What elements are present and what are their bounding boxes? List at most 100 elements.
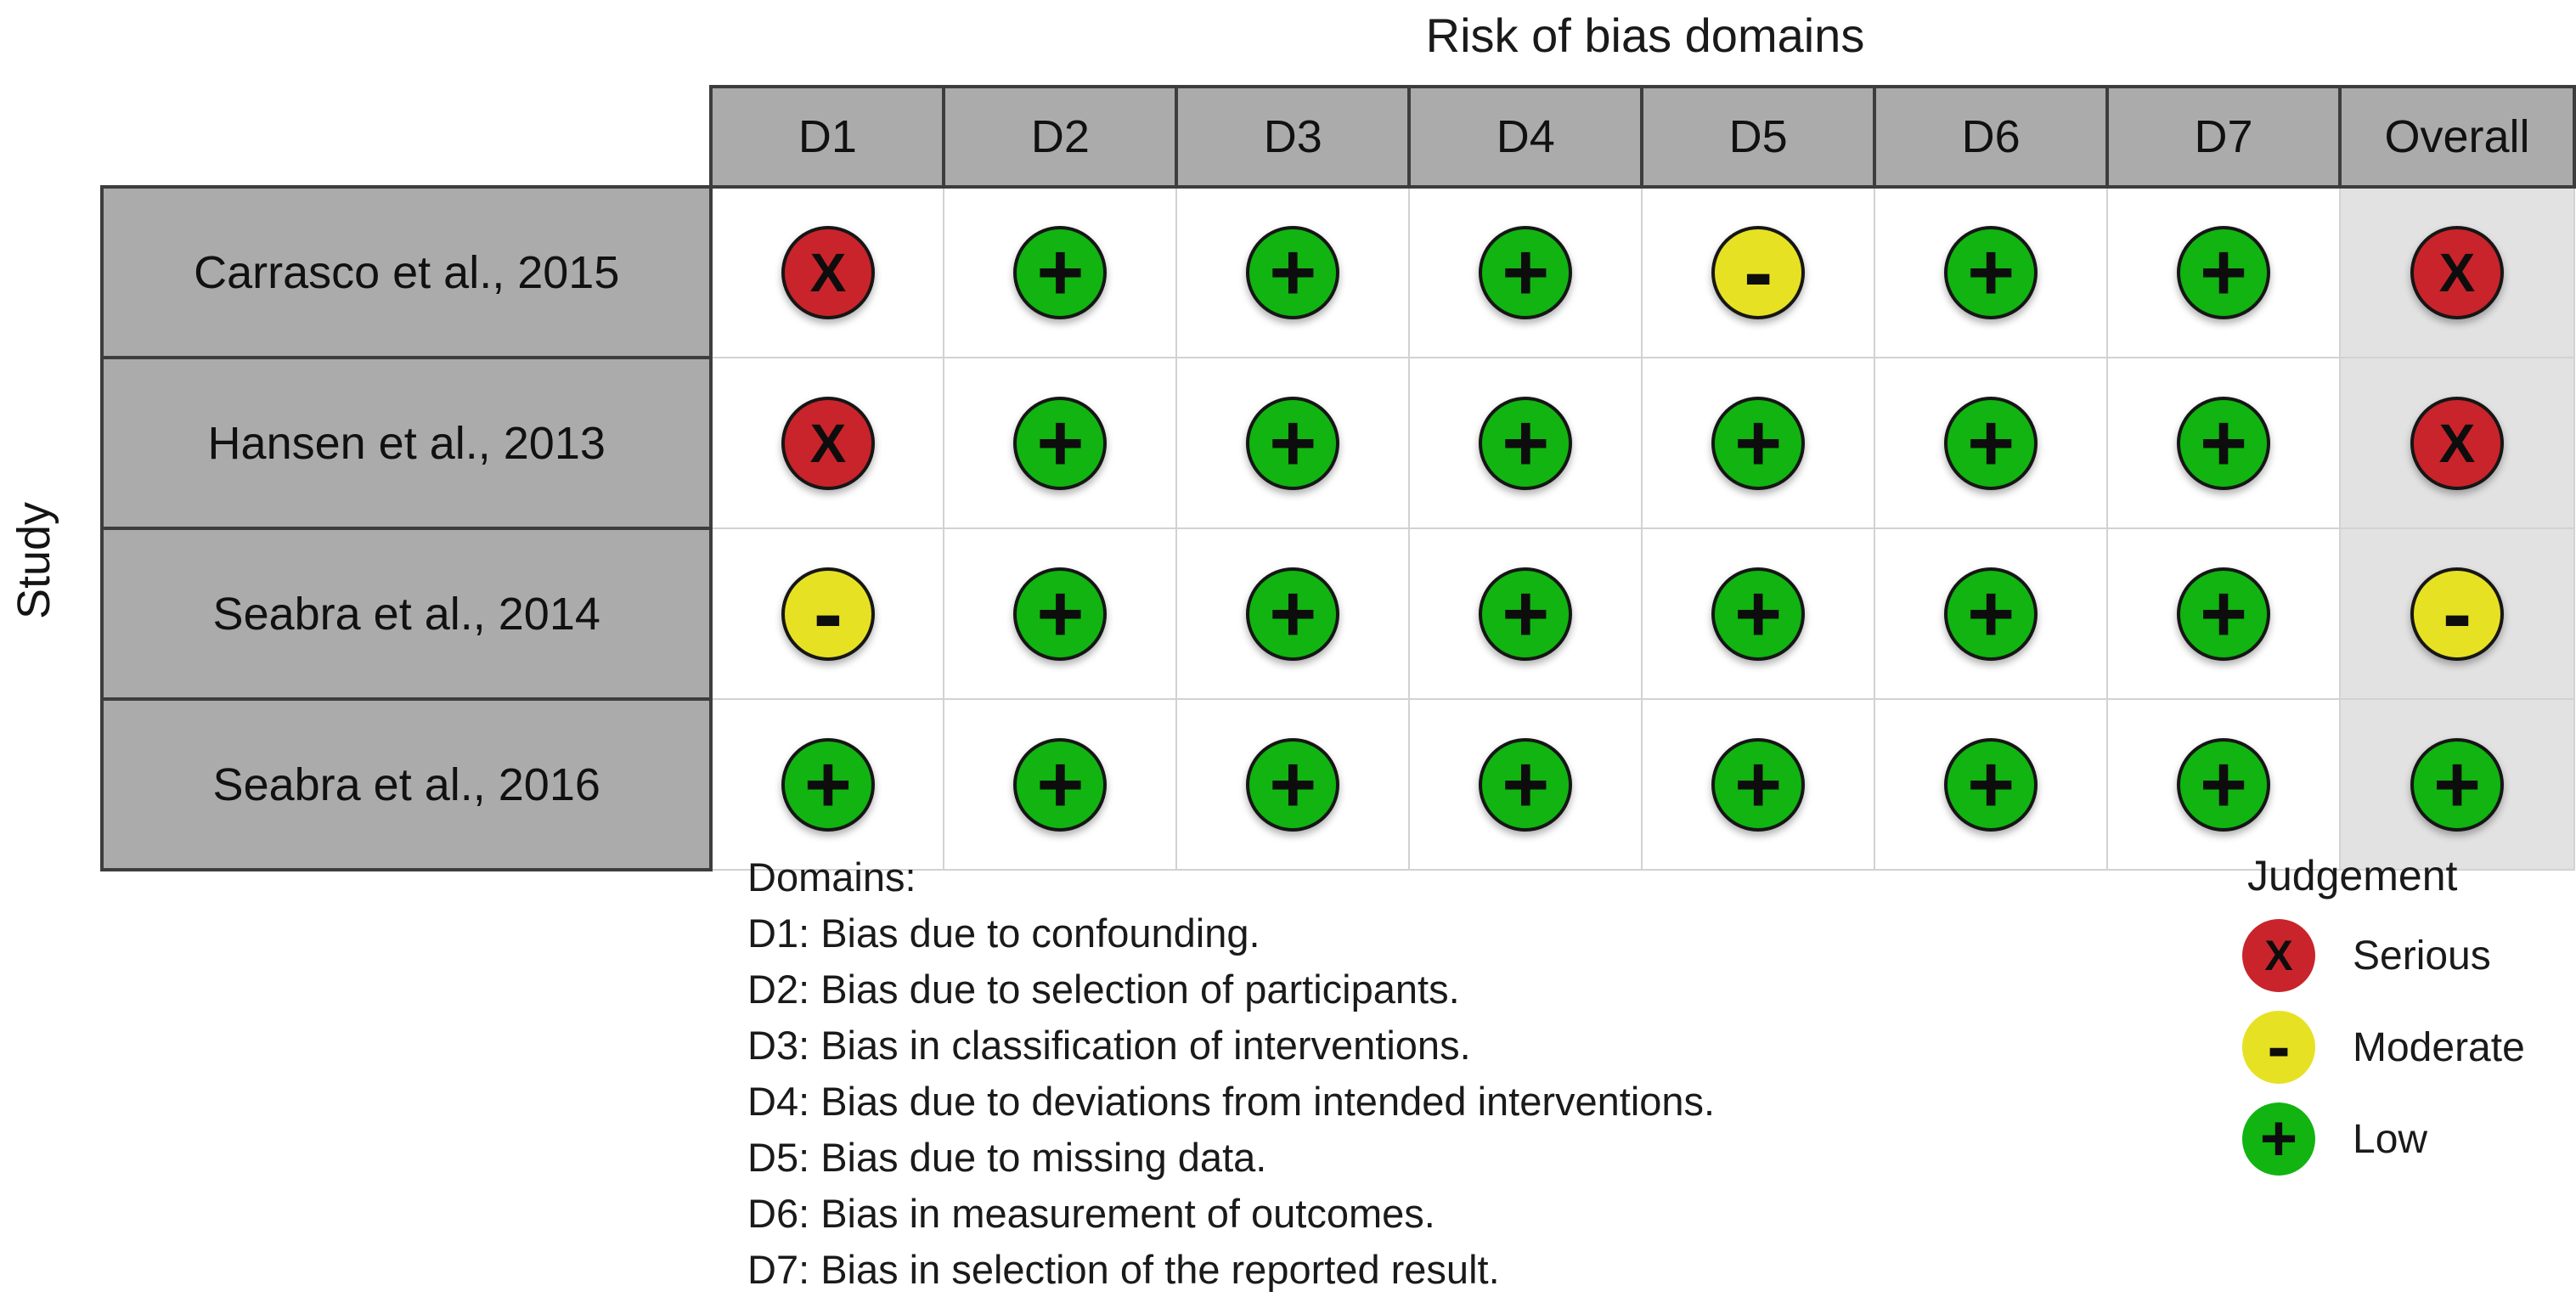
low-judgment-icon: + bbox=[1944, 567, 2038, 661]
table-row: Hansen et al., 2013 X + + + + + + X bbox=[99, 356, 2575, 530]
judgment-cell: + bbox=[943, 527, 1178, 700]
judgment-symbol: + bbox=[1036, 397, 1085, 488]
judgment-symbol: X bbox=[809, 412, 847, 474]
low-legend-icon: + bbox=[2242, 1103, 2315, 1176]
judgment-symbol: + bbox=[1734, 397, 1783, 488]
judgment-cell: + bbox=[1641, 698, 1876, 871]
judgment-cell: + bbox=[1408, 186, 1643, 358]
low-judgment-icon: + bbox=[2177, 396, 2271, 490]
low-judgment-icon: + bbox=[1246, 226, 1340, 319]
judgment-symbol: + bbox=[1269, 738, 1317, 830]
judgment-cell: + bbox=[2106, 527, 2342, 700]
judgment-symbol: + bbox=[1967, 227, 2015, 318]
judgment-cell: + bbox=[2106, 357, 2342, 529]
judgment-symbol: + bbox=[1036, 227, 1085, 318]
low-judgment-icon: + bbox=[1711, 396, 1806, 490]
low-judgment-icon: + bbox=[1013, 737, 1108, 832]
judgment-symbol: - bbox=[1743, 223, 1773, 322]
domain-definition: D7: Bias in selection of the reported re… bbox=[747, 1247, 1500, 1292]
study-label: Hansen et al., 2013 bbox=[99, 356, 713, 530]
serious-legend-icon: X bbox=[2242, 919, 2315, 992]
column-header: D3 bbox=[1175, 85, 1412, 189]
judgment-symbol: - bbox=[2267, 1008, 2291, 1086]
low-judgment-icon: + bbox=[1944, 737, 2038, 832]
judgment-symbol: + bbox=[1502, 738, 1550, 830]
judgment-cell: + bbox=[1874, 357, 2109, 529]
legend-entry: X Serious bbox=[2242, 919, 2525, 992]
low-judgment-icon: + bbox=[1479, 226, 1573, 319]
domain-definition: D4: Bias due to deviations from intended… bbox=[747, 1079, 1716, 1124]
judgment-symbol: X bbox=[809, 242, 847, 303]
judgment-symbol: + bbox=[1036, 567, 1085, 659]
judgment-symbol: + bbox=[2259, 1103, 2298, 1175]
judgment-cell: + bbox=[1874, 527, 2109, 700]
judgment-cell: + bbox=[2339, 698, 2575, 871]
serious-judgment-icon: X bbox=[2410, 396, 2505, 490]
judgment-symbol: - bbox=[813, 564, 843, 663]
judgment-cell: + bbox=[1874, 186, 2109, 358]
judgment-cell: + bbox=[1408, 527, 1643, 700]
serious-judgment-icon: X bbox=[2410, 226, 2505, 319]
judgment-cell: + bbox=[1175, 698, 1411, 871]
legend-label: Low bbox=[2353, 1116, 2428, 1162]
judgment-symbol: + bbox=[803, 738, 852, 830]
domains-note: Domains: D1: Bias due to confounding. D2:… bbox=[747, 849, 1715, 1298]
column-header: D6 bbox=[1873, 85, 2110, 189]
legend-entry: - Moderate bbox=[2242, 1011, 2525, 1084]
low-judgment-icon: + bbox=[1944, 396, 2038, 490]
low-judgment-icon: + bbox=[2177, 567, 2271, 661]
low-judgment-icon: + bbox=[1013, 396, 1108, 490]
column-header: D7 bbox=[2105, 85, 2342, 189]
judgment-cell: - bbox=[1641, 186, 1876, 358]
column-header: Overall bbox=[2338, 85, 2576, 189]
low-judgment-icon: + bbox=[2410, 737, 2505, 832]
judgment-symbol: + bbox=[1269, 397, 1317, 488]
judgment-cell: + bbox=[710, 698, 945, 871]
judgment-symbol: + bbox=[2200, 227, 2248, 318]
judgment-cell: + bbox=[1175, 357, 1411, 529]
judgment-symbol: + bbox=[1967, 567, 2015, 659]
judgement-legend: Judgement X Serious - Moderate + Low bbox=[2242, 851, 2525, 1176]
low-judgment-icon: + bbox=[1246, 737, 1340, 832]
judgment-cell: X bbox=[2339, 357, 2575, 529]
judgment-symbol: - bbox=[2442, 564, 2472, 663]
table-row: Carrasco et al., 2015 X + + + - + + X bbox=[99, 185, 2575, 359]
judgment-cell: + bbox=[1175, 527, 1411, 700]
judgment-cell: + bbox=[943, 186, 1178, 358]
study-axis-label: Study bbox=[8, 501, 59, 620]
judgment-cell: + bbox=[1408, 357, 1643, 529]
moderate-judgment-icon: - bbox=[2410, 564, 2505, 663]
study-label: Carrasco et al., 2015 bbox=[99, 185, 713, 359]
table-row: Seabra et al., 2016 + + + + + + + + bbox=[99, 697, 2575, 871]
judgment-cell: - bbox=[710, 527, 945, 700]
low-judgment-icon: + bbox=[1711, 567, 1806, 661]
judgment-symbol: + bbox=[1734, 738, 1783, 830]
low-judgment-icon: + bbox=[1479, 567, 1573, 661]
domains-note-heading: Domains: bbox=[747, 854, 916, 899]
judgment-symbol: + bbox=[1734, 567, 1783, 659]
judgment-cell: + bbox=[1641, 527, 1876, 700]
judgment-symbol: + bbox=[2200, 397, 2248, 488]
judgment-cell: X bbox=[2339, 186, 2575, 358]
low-judgment-icon: + bbox=[1246, 567, 1340, 661]
judgment-symbol: + bbox=[1502, 397, 1550, 488]
low-judgment-icon: + bbox=[781, 737, 875, 832]
judgment-cell: - bbox=[2339, 527, 2575, 700]
judgment-cell: + bbox=[1408, 698, 1643, 871]
judgment-cell: + bbox=[2106, 698, 2342, 871]
chart-title: Risk of bias domains bbox=[1425, 8, 1865, 62]
domain-definition: D2: Bias due to selection of participant… bbox=[747, 967, 1460, 1012]
corner-cell bbox=[102, 87, 711, 187]
serious-judgment-icon: X bbox=[781, 226, 875, 319]
judgment-symbol: + bbox=[1502, 567, 1550, 659]
low-judgment-icon: + bbox=[1479, 737, 1573, 832]
domain-definition: D1: Bias due to confounding. bbox=[747, 911, 1260, 956]
moderate-legend-icon: - bbox=[2242, 1011, 2315, 1084]
domain-definition: D3: Bias in classification of interventi… bbox=[747, 1023, 1471, 1068]
judgment-symbol: + bbox=[1269, 567, 1317, 659]
judgment-symbol: + bbox=[2200, 738, 2248, 830]
legend-entries: X Serious - Moderate + Low bbox=[2242, 919, 2525, 1176]
judgment-symbol: + bbox=[1036, 738, 1085, 830]
judgment-symbol: X bbox=[2438, 412, 2476, 474]
